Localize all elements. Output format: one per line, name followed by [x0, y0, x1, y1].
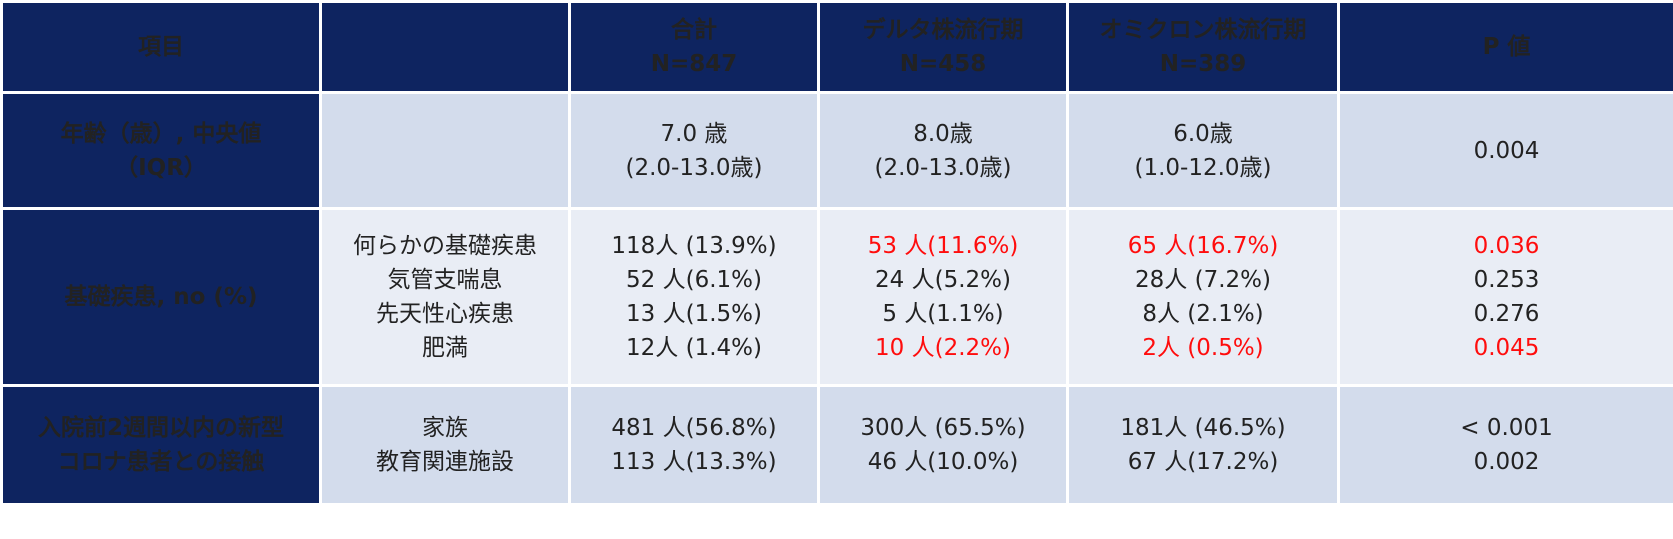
header-total: 合計 N=847 — [568, 0, 820, 94]
row-age-total: 7.0 歳 (2.0-13.0歳) — [568, 91, 820, 210]
header-row: 項目 合計 N=847 デルタ株流行期 N=458 オミクロン株流行期 N=38… — [0, 0, 1673, 94]
row-underlying-omicron: 65 人(16.7%) 28人 (7.2%) 8人 (2.1%) 2人 (0.5… — [1066, 207, 1340, 387]
row-age-delta: 8.0歳 (2.0-13.0歳) — [817, 91, 1069, 210]
row-contact-label: 入院前2週間以内の新型 コロナ患者との接触 — [0, 384, 322, 506]
row-underlying-sub: 何らかの基礎疾患 気管支喘息 先天性心疾患 肥満 — [319, 207, 571, 387]
row-age-sub — [319, 91, 571, 210]
row-underlying-total: 118人 (13.9%) 52 人(6.1%) 13 人(1.5%) 12人 (… — [568, 207, 820, 387]
header-delta: デルタ株流行期 N=458 — [817, 0, 1069, 94]
comparison-table: 項目 合計 N=847 デルタ株流行期 N=458 オミクロン株流行期 N=38… — [0, 0, 1673, 506]
row-age-p: 0.004 — [1337, 91, 1673, 210]
header-sub — [319, 0, 571, 94]
header-omicron: オミクロン株流行期 N=389 — [1066, 0, 1340, 94]
row-contact: 入院前2週間以内の新型 コロナ患者との接触 家族 教育関連施設 481 人(56… — [0, 384, 1673, 506]
row-contact-delta: 300人 (65.5%) 46 人(10.0%) — [817, 384, 1069, 506]
row-underlying-label: 基礎疾患, no (%) — [0, 207, 322, 387]
row-age: 年齢（歳）, 中央値 （IQR） 7.0 歳 (2.0-13.0歳) 8.0歳 … — [0, 91, 1673, 210]
row-contact-p: < 0.001 0.002 — [1337, 384, 1673, 506]
header-p-value: P 値 — [1337, 0, 1673, 94]
row-contact-total: 481 人(56.8%) 113 人(13.3%) — [568, 384, 820, 506]
header-item: 項目 — [0, 0, 322, 94]
row-age-omicron: 6.0歳 (1.0-12.0歳) — [1066, 91, 1340, 210]
row-underlying: 基礎疾患, no (%) 何らかの基礎疾患 気管支喘息 先天性心疾患 肥満 11… — [0, 207, 1673, 387]
row-age-label: 年齢（歳）, 中央値 （IQR） — [0, 91, 322, 210]
row-contact-omicron: 181人 (46.5%) 67 人(17.2%) — [1066, 384, 1340, 506]
row-underlying-delta: 53 人(11.6%) 24 人(5.2%) 5 人(1.1%) 10 人(2.… — [817, 207, 1069, 387]
row-contact-sub: 家族 教育関連施設 — [319, 384, 571, 506]
row-underlying-p: 0.036 0.253 0.276 0.045 — [1337, 207, 1673, 387]
